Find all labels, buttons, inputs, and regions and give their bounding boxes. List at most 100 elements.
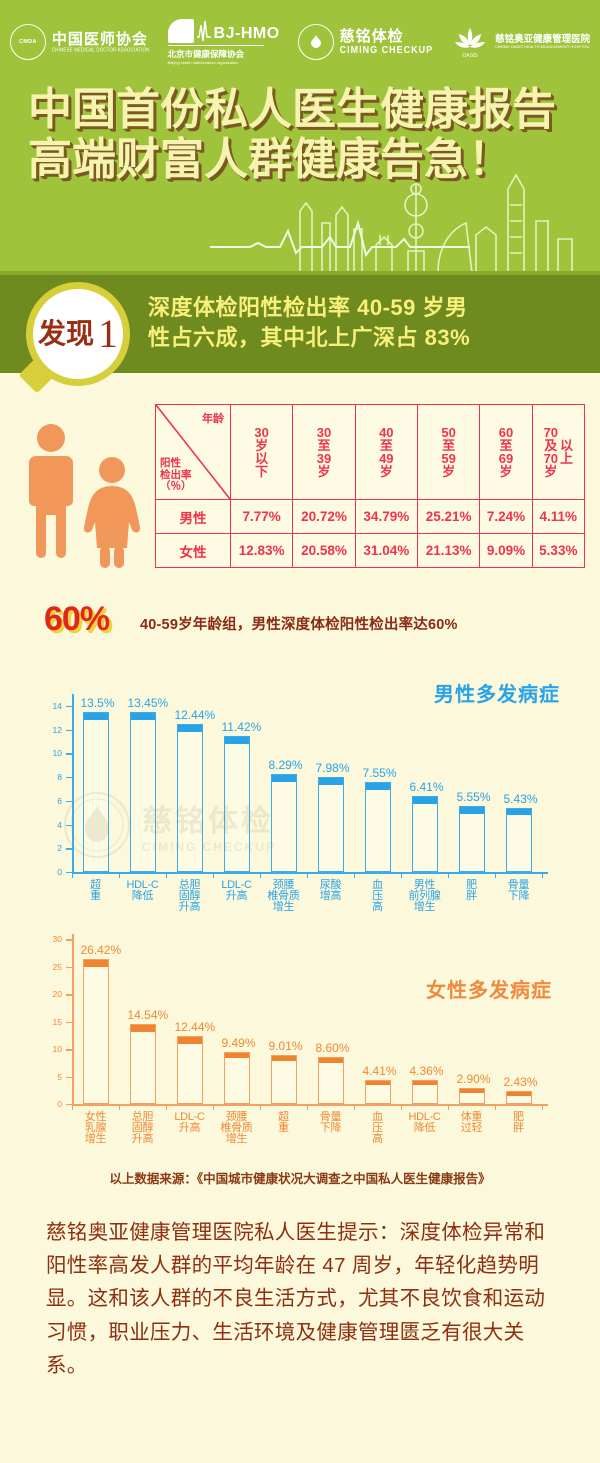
x-axis-label-line: 颈腰 <box>272 879 295 891</box>
y-axis <box>72 694 74 872</box>
x-axis-label-line: 体重 <box>460 1111 483 1123</box>
cmda-seal-icon: CMDA <box>9 24 46 60</box>
table-row-label-female: 女性 <box>155 533 231 568</box>
finding-text-line1: 深度体检阳性检出率 40-59 岁男 <box>148 295 468 320</box>
x-axis-label-line: 增生 <box>413 901 436 913</box>
y-tick-label: 2 <box>57 843 62 854</box>
bar-value-label: 7.55% <box>362 766 397 781</box>
logo-oasis-en: CIMING OASIS HEALTH MANAGEMENT HOSPITAL <box>495 43 590 49</box>
y-tick <box>66 848 72 850</box>
table-header-row: 年龄 阳性 检出率 （％） 30 岁 以 下 30 至 39 岁 40 <box>155 404 586 500</box>
table-cell-female-2: 31.04% <box>354 533 418 568</box>
bar-value-label: 12.44% <box>174 1019 216 1034</box>
x-axis-label: 血压高 <box>354 1112 401 1145</box>
x-axis-label-line: 胖 <box>513 1122 524 1134</box>
y-tick-label: 12 <box>52 724 62 735</box>
x-axis <box>72 872 548 874</box>
bar <box>317 1056 344 1104</box>
x-axis-label: 超重 <box>72 880 119 902</box>
bar-value-label: 9.01% <box>268 1038 303 1053</box>
bar <box>505 1090 532 1104</box>
x-axis-label: HDL-C 降低 <box>119 880 166 902</box>
table-col-header-4: 60 至 69 岁 <box>479 404 533 500</box>
bar <box>82 959 109 1104</box>
bar-cap <box>177 1036 202 1044</box>
bar <box>364 1079 391 1104</box>
bar-value-label: 4.41% <box>362 1063 397 1078</box>
logo-cmda-cn: 中国医师协会 <box>51 30 148 48</box>
bar <box>129 712 156 872</box>
y-tick <box>66 729 72 731</box>
conclusion-text: 慈铭奥亚健康管理医院私人医生提示：深度体检异常和阳性率高发人群的平均年龄在 47… <box>46 1221 546 1377</box>
y-tick <box>66 994 72 996</box>
x-axis-label-line: 椎骨质 <box>267 890 300 902</box>
male-chart-plot: 0 2 4 6 8 10 12 14 13.5% 13.45% 12.44% 11.42% 8.29% 7… <box>53 694 548 878</box>
x-axis-label-line: 增生 <box>225 1133 248 1145</box>
x-tick <box>260 1105 262 1110</box>
logo-bjhmo-cn: 北京市健康保障协会 <box>167 49 245 60</box>
corner-rate-line1: 阳性 <box>160 456 181 469</box>
x-axis-label-line: 骨量 <box>319 1111 342 1123</box>
bar-value-label: 11.42% <box>221 720 262 735</box>
y-tick-label: 6 <box>57 795 62 806</box>
x-axis-label-line: 升高 <box>225 890 248 902</box>
table-row: 男性 7.77% 20.72% 34.79% 25.21% 7.24% 4.11… <box>155 499 586 534</box>
x-axis-label-line: 下降 <box>319 1122 342 1134</box>
y-tick-label: 20 <box>52 989 62 1000</box>
table-col-header-5: 70 及 70 岁 以 上 <box>531 404 586 500</box>
logo-bjhmo: BJ-HMO 北京市健康保障协会 Beijing health maintena… <box>167 18 280 66</box>
bar-value-label: 8.60% <box>315 1040 350 1055</box>
x-axis-label-line: 高 <box>372 1133 383 1145</box>
y-tick <box>66 800 72 803</box>
table-cell-male-3: 25.21% <box>416 499 481 534</box>
table-cell-female-1: 20.58% <box>292 533 356 568</box>
bar-cap <box>271 1055 296 1061</box>
y-tick <box>66 753 72 755</box>
male-chart-title: 男性多发病症 <box>434 684 560 706</box>
x-axis-label: 颈腰 椎骨质 增生 <box>213 1112 260 1145</box>
x-tick <box>119 873 121 878</box>
x-axis-label: HDL-C 降低 <box>401 1112 448 1134</box>
bar <box>411 1080 438 1104</box>
x-axis-label-line: 总胆 <box>178 879 201 891</box>
logo-bjhmo-mark: BJ-HMO <box>213 24 280 42</box>
x-axis-label-line: 颈腰 <box>225 1111 248 1123</box>
y-tick <box>66 705 72 708</box>
x-tick <box>307 1105 309 1110</box>
x-axis-label: 骨量 下降 <box>495 880 542 902</box>
bar-cap <box>224 737 249 745</box>
x-tick <box>542 873 544 878</box>
page-title-line2: 高端财富人群健康告急！ <box>28 135 512 184</box>
bar <box>270 773 297 872</box>
bar-cap <box>459 807 484 814</box>
bar-cap <box>130 713 155 721</box>
y-tick-label: 14 <box>52 700 62 711</box>
bar-value-label: 5.55% <box>456 790 491 805</box>
y-tick-label: 25 <box>52 961 62 972</box>
male-disease-chart: 男性多发病症 0 2 4 6 8 10 12 14 13.5% 13.45% 12.44% 11.42… <box>30 676 570 926</box>
x-axis-label-line: 尿酸 <box>319 879 342 891</box>
bar <box>223 1051 250 1104</box>
bar-cap <box>506 1091 531 1096</box>
bar <box>364 782 391 872</box>
x-axis-label-line: 椎骨质 <box>220 1122 253 1134</box>
table-col-header-0: 30 岁 以 下 <box>229 404 294 500</box>
logo-bjhmo-en: Beijing health maintenance organization <box>167 60 239 66</box>
y-tick-label: 5 <box>57 1071 62 1082</box>
bar-cap <box>459 1089 484 1094</box>
table-col-header-3: 50 至 59 岁 <box>416 404 481 500</box>
x-axis-label: 肥胖 <box>448 880 495 902</box>
logo-cmda: CMDA 中国医师协会 CHINESE MEDICAL DOCTOR ASSOC… <box>9 24 150 60</box>
x-tick <box>119 1105 121 1110</box>
bar-value-label: 5.43% <box>503 791 538 806</box>
bar-value-label: 13.5% <box>80 695 115 710</box>
x-axis-label-line: 降低 <box>131 890 154 902</box>
x-tick <box>354 1105 356 1110</box>
x-axis-label-line: HDL-C <box>408 1111 441 1123</box>
table-cell-male-0: 7.77% <box>229 499 294 534</box>
x-axis-label-line: 降低 <box>413 1122 436 1134</box>
y-tick <box>66 777 72 779</box>
female-chart-title: 女性多发病症 <box>426 980 552 1002</box>
y-tick-label: 4 <box>57 819 62 830</box>
bar-cap <box>177 725 202 733</box>
